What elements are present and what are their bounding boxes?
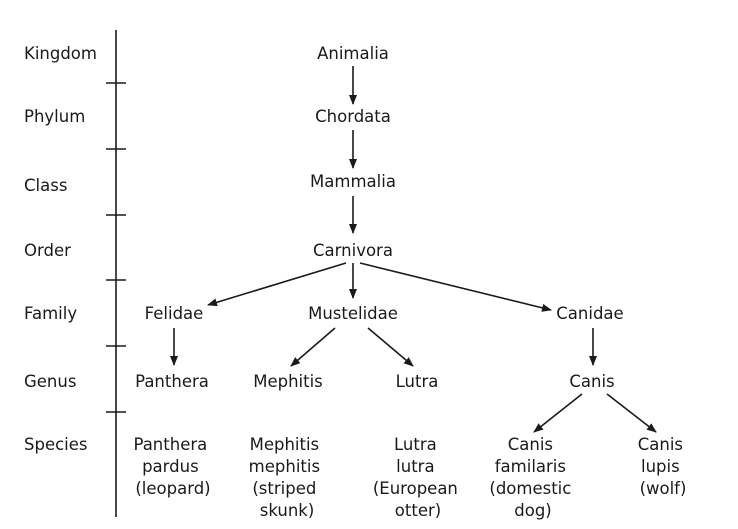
species-line: (striped <box>252 479 316 498</box>
species-canis-familaris: Canis familaris (domestic dog) <box>489 435 576 520</box>
rank-label-class: Class <box>24 176 67 195</box>
rank-label-species: Species <box>24 435 88 454</box>
taxon-felidae: Felidae <box>145 304 204 323</box>
arrow-canis-lupis <box>606 393 657 433</box>
arrow-mustelidae-lutra <box>367 327 414 367</box>
rank-labels: Kingdom Phylum Class Order Family Genus … <box>24 44 97 454</box>
rank-label-phylum: Phylum <box>24 107 85 126</box>
species-line: familaris <box>495 457 566 476</box>
species-panthera-pardus: Panthera pardus (leopard) <box>133 435 212 498</box>
taxon-nodes: Animalia Chordata Mammalia Carnivora Fel… <box>135 44 624 391</box>
species-line: mephitis <box>249 457 320 476</box>
species-line: Canis <box>508 435 553 454</box>
species-line: lupis <box>641 457 680 476</box>
arrow-carnivora-canidae <box>359 262 552 312</box>
taxon-carnivora: Carnivora <box>313 241 393 260</box>
species-line: (leopard) <box>135 479 210 498</box>
species-line: Lutra <box>394 435 437 454</box>
arrow-canis-familaris <box>533 393 583 433</box>
rank-axis <box>106 30 126 517</box>
species-line: (domestic <box>489 479 571 498</box>
species-line: otter) <box>395 501 441 520</box>
taxon-canis: Canis <box>569 372 614 391</box>
species-canis-lupis: Canis lupis (wolf) <box>638 435 689 498</box>
rank-label-family: Family <box>24 304 77 323</box>
rank-label-order: Order <box>24 241 71 260</box>
species-line: Canis <box>638 435 683 454</box>
taxon-mustelidae: Mustelidae <box>308 304 398 323</box>
species-line: pardus <box>142 457 199 476</box>
taxon-animalia: Animalia <box>317 44 389 63</box>
arrow-carnivora-felidae <box>207 262 347 307</box>
species-line: Mephitis <box>250 435 320 454</box>
species-line: lutra <box>396 457 434 476</box>
species-entries: Panthera pardus (leopard) Mephitis mephi… <box>133 435 689 520</box>
arrow-mustelidae-mephitis <box>290 327 336 367</box>
arrows <box>170 66 657 433</box>
species-line: dog) <box>514 501 551 520</box>
species-line: Panthera <box>133 435 207 454</box>
taxon-mephitis: Mephitis <box>253 372 323 391</box>
species-lutra-lutra: Lutra lutra (European otter) <box>373 435 463 520</box>
taxon-lutra: Lutra <box>396 372 439 391</box>
taxon-canidae: Canidae <box>556 304 623 323</box>
species-line: (European <box>373 479 458 498</box>
taxon-chordata: Chordata <box>315 107 391 126</box>
species-mephitis-mephitis: Mephitis mephitis (striped skunk) <box>249 435 326 520</box>
species-line: skunk) <box>260 501 315 520</box>
taxon-mammalia: Mammalia <box>310 172 396 191</box>
rank-label-genus: Genus <box>24 372 76 391</box>
species-line: (wolf) <box>640 479 687 498</box>
rank-label-kingdom: Kingdom <box>24 44 97 63</box>
taxon-panthera: Panthera <box>135 372 209 391</box>
